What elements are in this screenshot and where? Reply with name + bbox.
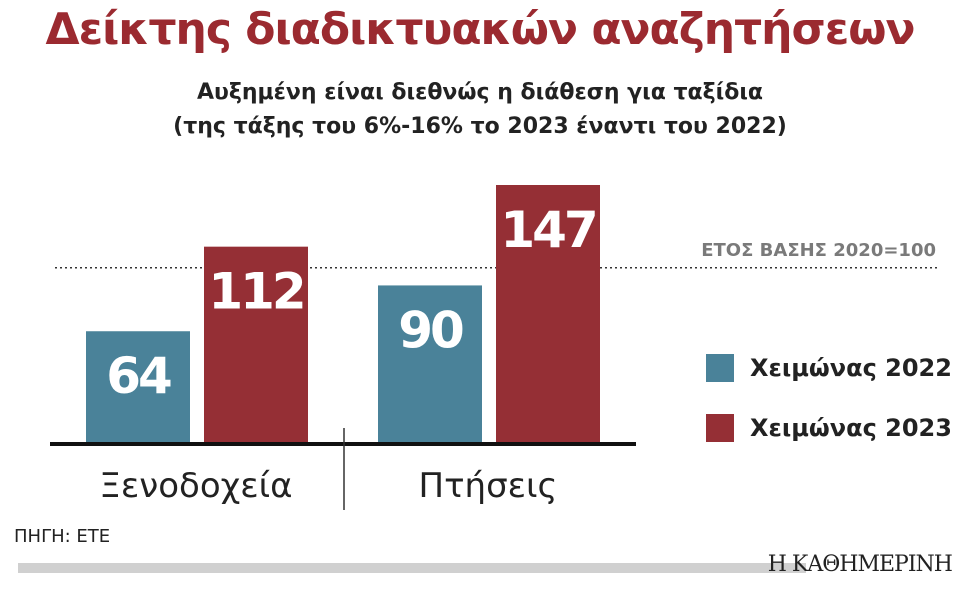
bar-flights-2023 [496, 185, 600, 444]
footer-rule [18, 563, 806, 573]
publisher-logo: Η ΚΑΘΗΜΕΡΙΝΗ [767, 552, 953, 577]
legend-label-2022: Χειμώνας 2022 [750, 354, 952, 382]
legend-item-2022: Χειμώνας 2022 [706, 338, 952, 398]
reference-line-label: ΕΤΟΣ ΒΑΣΗΣ 2020=100 [701, 240, 936, 261]
source-note: ΠΗΓΗ: ΕΤΕ [14, 526, 111, 547]
legend-swatch-2023 [706, 414, 734, 442]
data-label-flights-2022: 90 [398, 301, 463, 359]
legend-item-2023: Χειμώνας 2023 [706, 398, 952, 458]
bar-hotels-2023 [204, 246, 308, 444]
data-label-hotels-2022: 64 [106, 347, 171, 405]
chart-subtitle-line-1: Αυξημένη είναι διεθνώς η διάθεση για ταξ… [196, 80, 764, 105]
category-label-hotels: Ξενοδοχεία [99, 466, 292, 506]
category-label-flights: Πτήσεις [419, 466, 558, 506]
legend-swatch-2022 [706, 354, 734, 382]
data-label-hotels-2023: 112 [208, 263, 303, 321]
data-label-flights-2023: 147 [500, 201, 595, 259]
chart-title: Δείκτης διαδικτυακών αναζητήσεων [45, 4, 916, 55]
bar-flights-2022 [378, 285, 482, 444]
bar-hotels-2022 [86, 331, 190, 444]
chart-subtitle-line-2: (της τάξης του 6%-16% το 2023 έναντι του… [173, 114, 787, 139]
legend-label-2023: Χειμώνας 2023 [750, 414, 952, 442]
legend: Χειμώνας 2022 Χειμώνας 2023 [706, 338, 952, 458]
